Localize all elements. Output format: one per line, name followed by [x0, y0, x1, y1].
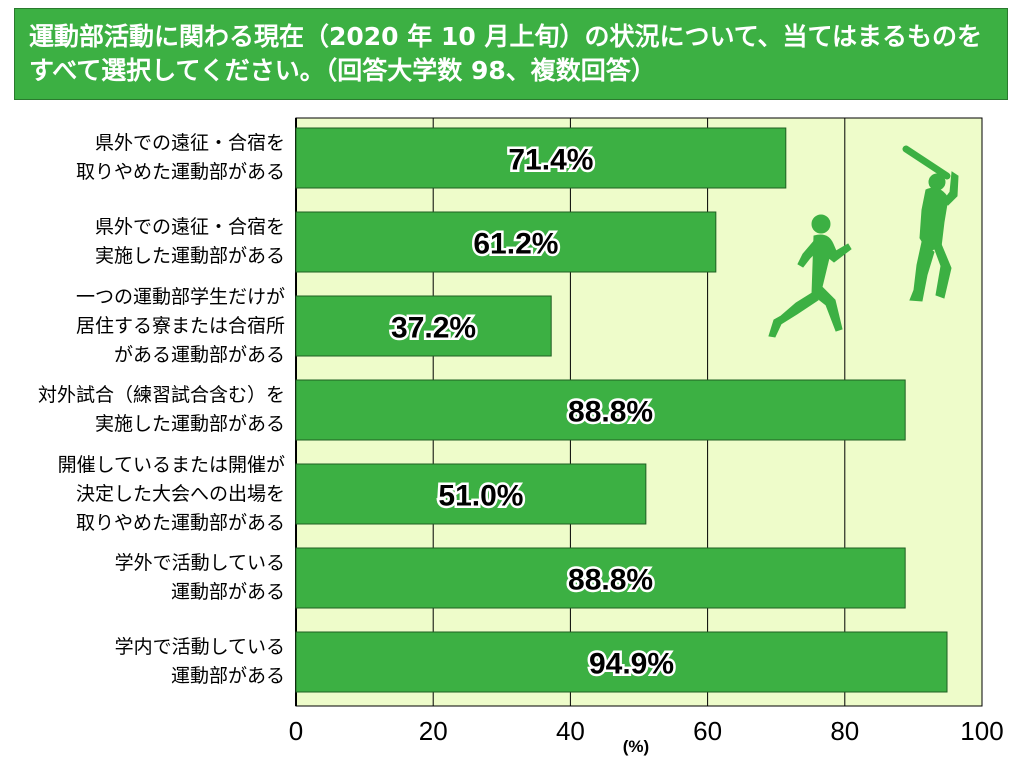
bar-value-label: 88.8% — [568, 396, 653, 429]
bar — [295, 127, 787, 189]
bar — [295, 211, 717, 273]
x-tick-label: 40 — [556, 716, 585, 746]
x-tick-label: 0 — [289, 716, 303, 746]
x-axis-unit-label: (%) — [623, 737, 649, 756]
chart-title: 運動部活動に関わる現在（2020 年 10 月上旬）の状況について、当てはまるも… — [14, 8, 1008, 100]
bars — [295, 127, 948, 693]
bar-value-label: 37.2% — [391, 312, 476, 345]
bar — [295, 379, 906, 441]
bar-value-label: 94.9% — [589, 648, 674, 681]
category-label: 開催しているまたは開催が 決定した大会への出場を 取りやめた運動部がある — [57, 453, 285, 534]
category-label: 県外での遠征・合宿を 実施した運動部がある — [94, 216, 285, 267]
bar-value-label: 51.0% — [438, 480, 523, 513]
x-axis-ticks: 0 20 40 60 80 100 — [289, 716, 1004, 746]
bar — [295, 295, 552, 357]
x-tick-label: 100 — [960, 716, 1003, 746]
runner-silhouette-icon — [768, 214, 852, 338]
bar — [295, 547, 906, 609]
category-label: 学外で活動している 運動部がある — [114, 552, 285, 603]
x-tick-label: 80 — [830, 716, 859, 746]
bar-value-label: 61.2% — [473, 228, 558, 261]
category-label: 対外試合（練習試合含む）を 実施した運動部がある — [37, 384, 285, 435]
bar — [295, 631, 948, 693]
x-tick-label: 60 — [693, 716, 722, 746]
bar-value-label: 88.8% — [568, 564, 653, 597]
category-label: 県外での遠征・合宿を 取りやめた運動部がある — [75, 132, 285, 183]
x-tick-label: 20 — [419, 716, 448, 746]
batter-silhouette-icon — [902, 145, 959, 302]
bar-value-label: 71.4% — [508, 144, 593, 177]
category-label: 学内で活動している 運動部がある — [114, 636, 285, 687]
bar — [295, 463, 647, 525]
category-label: 一つの運動部学生だけが 居住する寮または合宿所 がある運動部がある — [75, 285, 285, 366]
bar-value-labels: 71.4% 61.2% 37.2% 88.8% 51.0% 88.8% 94.9% — [389, 141, 677, 683]
